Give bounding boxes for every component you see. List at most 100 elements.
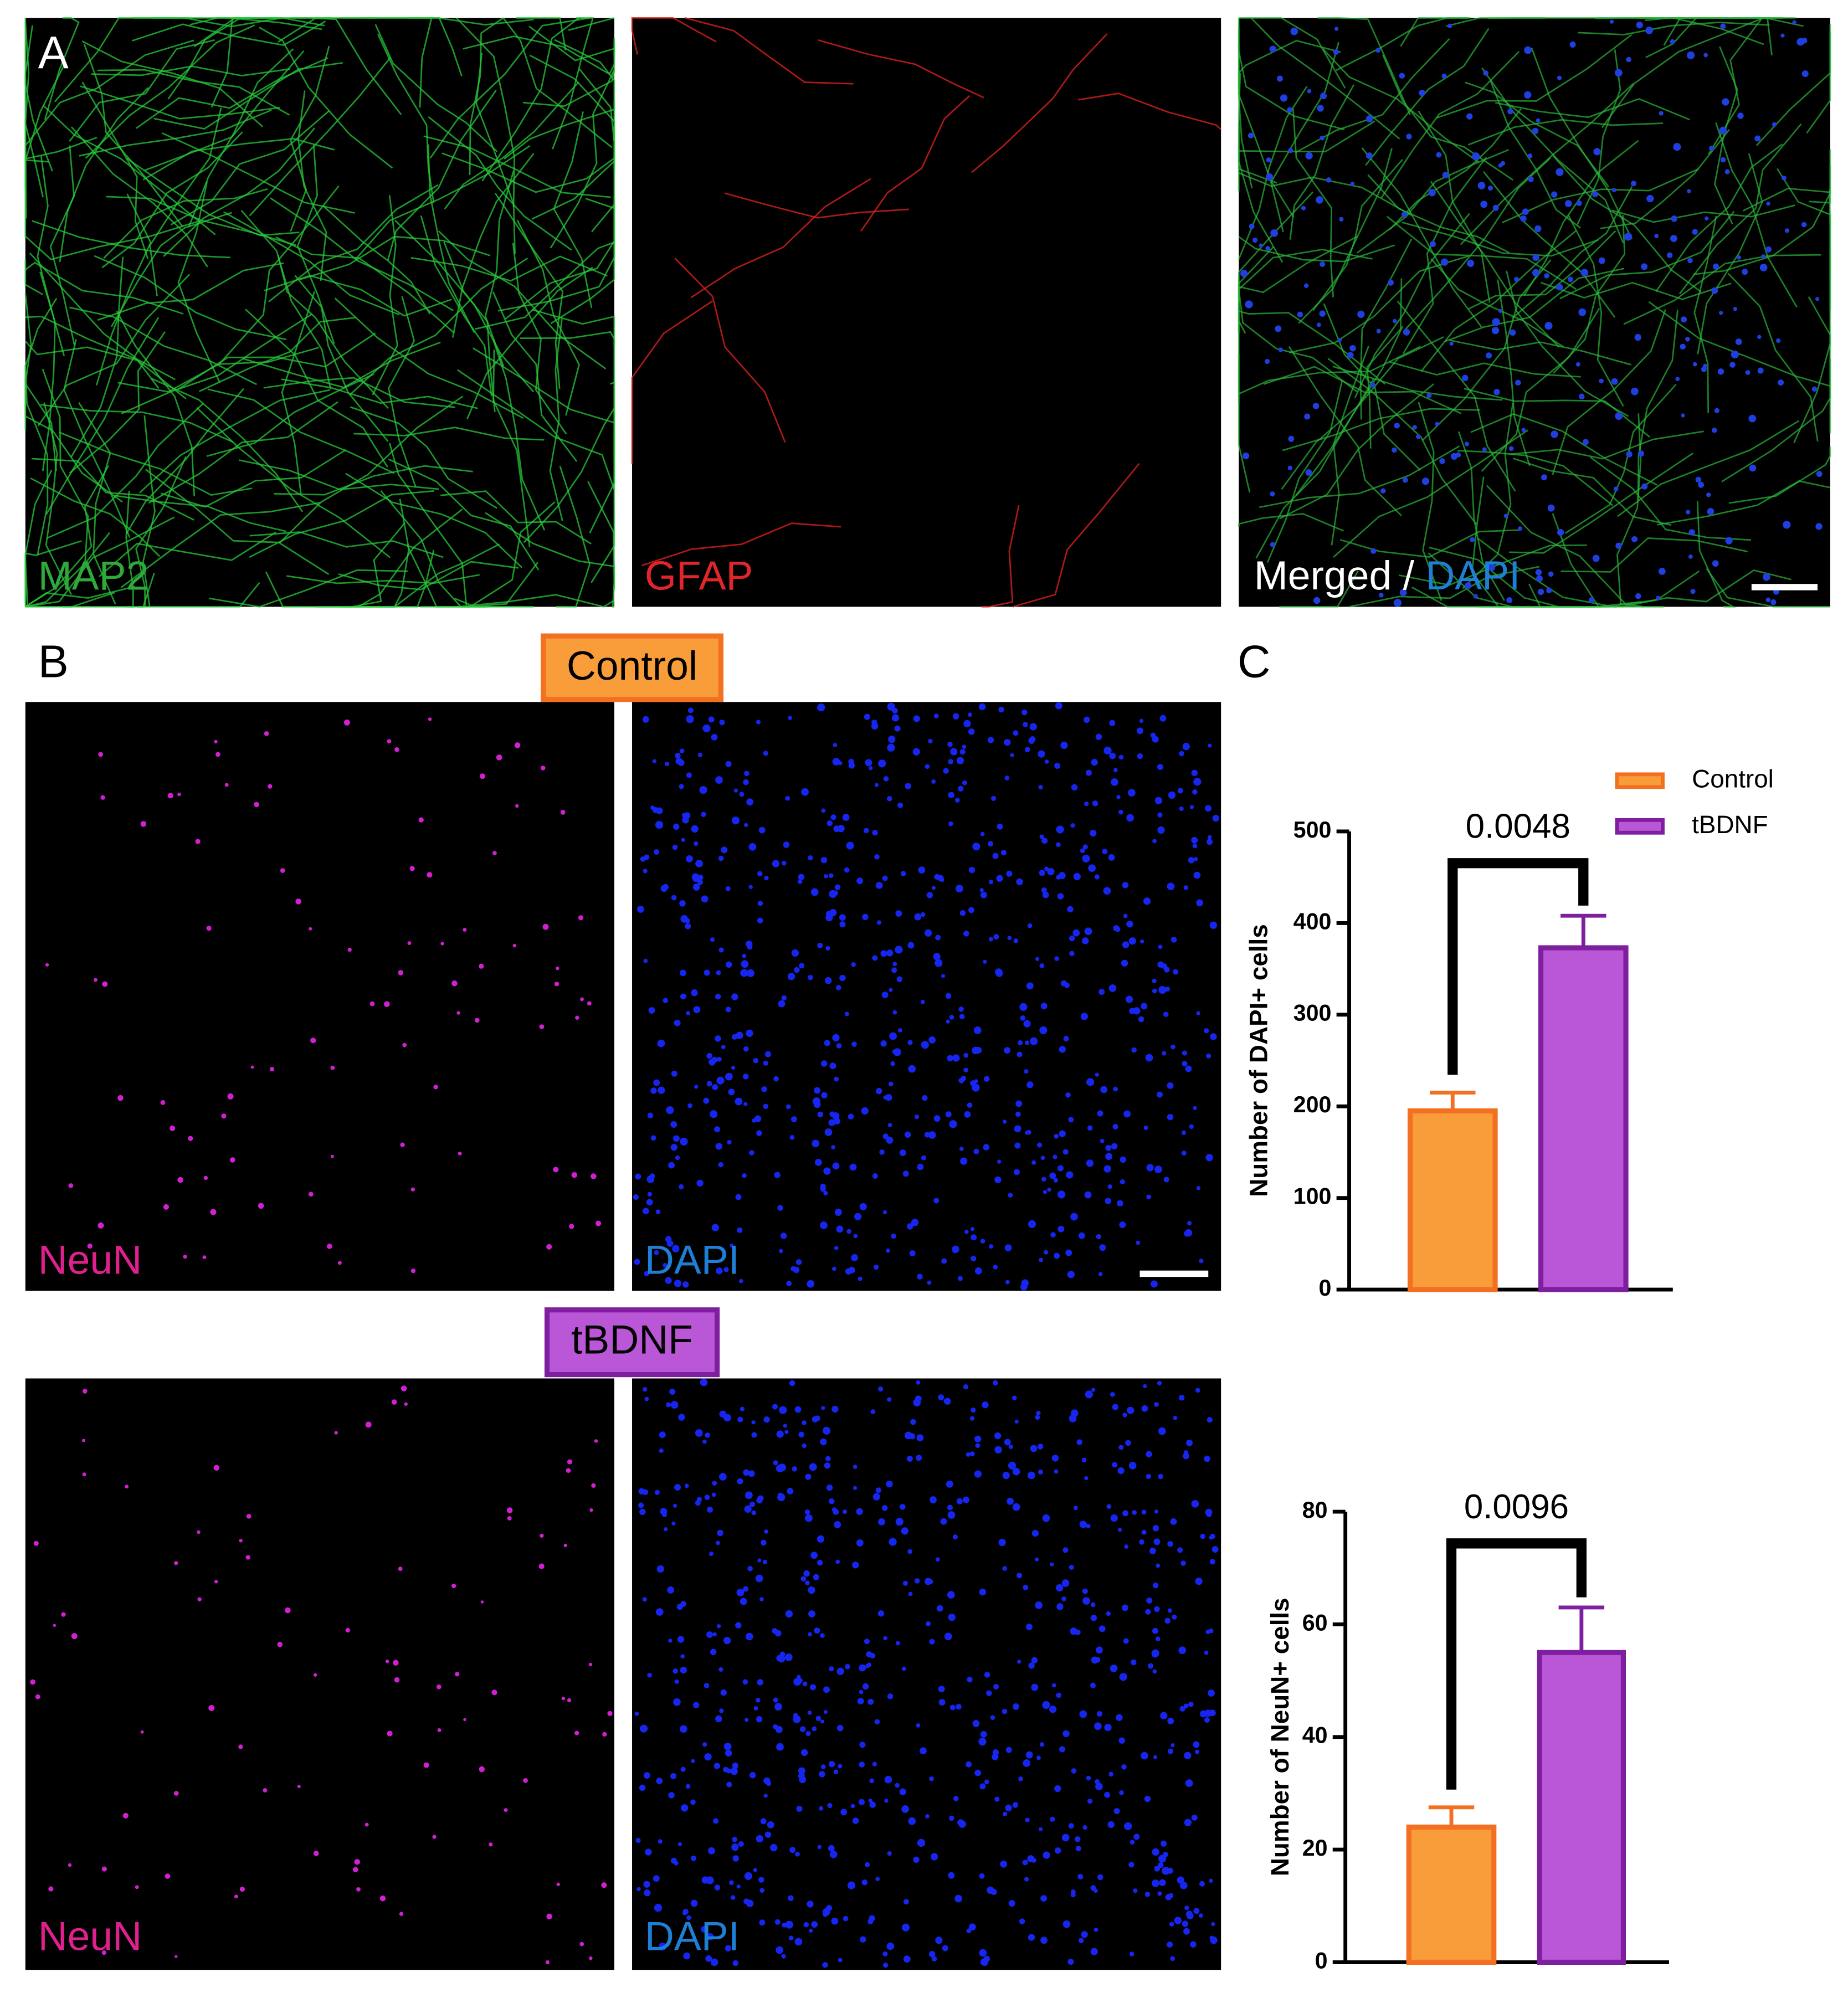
cell [966,1928,972,1933]
cell [1082,1588,1088,1594]
cell [721,846,728,854]
cell [715,776,723,784]
error-bar [1428,1805,1475,1827]
fiber [427,144,475,333]
cell [668,1792,675,1799]
cell [912,748,920,756]
cell [213,1465,220,1471]
cell [1112,1404,1119,1410]
fiber [281,291,316,494]
cell [1090,1948,1098,1955]
cell [427,872,433,878]
cell [1675,377,1680,382]
cell [1658,568,1666,575]
cell [1005,1804,1012,1812]
cell [1100,1138,1105,1143]
cell [1005,1280,1010,1285]
cell [561,1696,566,1701]
panel-label: B [38,636,69,687]
cell [916,1434,924,1442]
cell [1157,1891,1162,1896]
cell [1054,1133,1059,1139]
cell [1156,1091,1163,1098]
cell [828,873,834,879]
cell [1189,1124,1194,1129]
cell [1027,923,1033,928]
fiber [1366,278,1403,449]
cell [1473,594,1478,599]
cell [892,1049,896,1054]
cell [1111,1143,1118,1150]
cell [901,1666,906,1671]
cell [1207,839,1213,845]
cell [163,1204,169,1210]
cell [1124,1822,1132,1830]
cell [643,1772,650,1779]
cell [1127,789,1136,797]
cell [1206,1053,1212,1059]
cell [1139,939,1144,944]
cell [807,1901,814,1908]
cell [892,1010,897,1015]
cell [1181,1151,1187,1156]
cell [813,1101,821,1108]
cell [779,1651,786,1657]
cell [369,1001,375,1006]
cell [1185,1779,1193,1788]
fiber [1727,273,1819,442]
cell [1091,758,1098,766]
fiber [1552,155,1702,293]
cell [686,715,694,723]
cell [971,1407,976,1413]
fiber [334,297,524,419]
cell [326,1244,332,1249]
cell [542,923,549,930]
cell [665,1236,672,1242]
cell [1096,1711,1102,1717]
cell [1695,476,1702,483]
cell [140,1730,144,1734]
fiber [1238,246,1274,404]
cell [1095,1783,1103,1790]
cell [1242,452,1250,460]
fiber [1077,93,1222,130]
cell [875,1877,880,1882]
fiber [428,116,572,251]
fiber [443,242,496,412]
image-label: DAPI [645,1914,740,1959]
fiber [24,376,123,503]
cell [167,793,173,799]
cell [1599,378,1604,384]
cell [948,759,953,764]
cell [924,929,932,937]
cell [188,1136,193,1141]
cell [745,1491,753,1499]
cell [1086,1078,1095,1086]
cell [1765,597,1771,603]
cell [869,1915,875,1922]
cell [1070,823,1075,828]
cell [786,1104,791,1110]
cell [1002,1119,1007,1124]
cell [1022,1860,1028,1866]
cell [968,1923,976,1931]
cell [578,915,584,921]
cell [791,949,799,957]
cell [1392,447,1397,453]
cell [658,1086,665,1094]
cell [1711,427,1717,433]
fiber [502,17,613,148]
image-label: Merged / DAPI [1254,553,1521,598]
cell [925,764,930,769]
fiber [1531,48,1633,240]
cell [670,1773,676,1780]
cell [1172,1614,1177,1620]
cell [949,1015,954,1020]
cell [313,1851,319,1856]
cell [1593,148,1601,156]
cell [1188,1702,1194,1707]
cell [725,1945,732,1951]
fiber [420,215,492,397]
cell [1193,1741,1200,1748]
cell [1136,1240,1141,1245]
